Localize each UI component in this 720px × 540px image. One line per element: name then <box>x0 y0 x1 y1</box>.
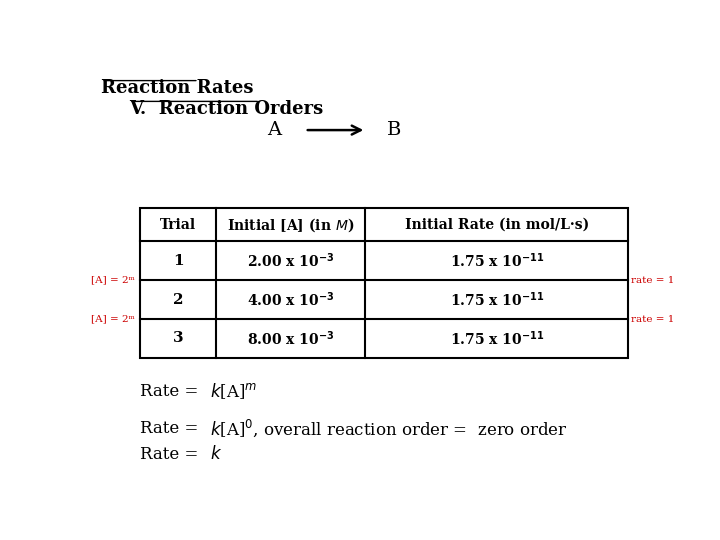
Text: Rate =: Rate = <box>140 383 204 400</box>
Text: Trial: Trial <box>160 218 196 232</box>
Text: 1.75 x 10$^{\mathbf{-11}}$: 1.75 x 10$^{\mathbf{-11}}$ <box>449 329 544 348</box>
Text: 1.75 x 10$^{\mathbf{-11}}$: 1.75 x 10$^{\mathbf{-11}}$ <box>449 291 544 309</box>
Text: Reaction Rates: Reaction Rates <box>101 79 253 97</box>
Text: Rate =: Rate = <box>140 446 204 463</box>
Text: Rate =: Rate = <box>140 420 204 437</box>
Text: $\it{k}$[A]$^{0}$, overall reaction order =  zero order: $\it{k}$[A]$^{0}$, overall reaction orde… <box>210 418 567 440</box>
Text: 2: 2 <box>173 293 184 307</box>
Text: rate = 1: rate = 1 <box>631 275 675 285</box>
Text: rate = 1: rate = 1 <box>631 314 675 323</box>
Text: Initial Rate (in mol/L·s): Initial Rate (in mol/L·s) <box>405 218 589 232</box>
Text: $\it{k}$: $\it{k}$ <box>210 446 222 463</box>
Text: Initial [A] (in $\it{M}$): Initial [A] (in $\it{M}$) <box>227 216 354 233</box>
Bar <box>140 208 629 358</box>
Text: V.  Reaction Orders: V. Reaction Orders <box>129 100 323 118</box>
Text: 1.75 x 10$^{\mathbf{-11}}$: 1.75 x 10$^{\mathbf{-11}}$ <box>449 251 544 270</box>
Text: A: A <box>267 121 282 139</box>
Text: 3: 3 <box>173 332 184 346</box>
Text: [A] = 2ᵐ: [A] = 2ᵐ <box>91 275 135 285</box>
Text: 4.00 x 10$^{\mathbf{-3}}$: 4.00 x 10$^{\mathbf{-3}}$ <box>247 291 334 309</box>
Text: 8.00 x 10$^{\mathbf{-3}}$: 8.00 x 10$^{\mathbf{-3}}$ <box>247 329 334 348</box>
Text: 2.00 x 10$^{\mathbf{-3}}$: 2.00 x 10$^{\mathbf{-3}}$ <box>247 251 334 270</box>
Text: $\it{k}$[A]$^{\it{m}}$: $\it{k}$[A]$^{\it{m}}$ <box>210 381 257 401</box>
Text: 1: 1 <box>173 254 184 268</box>
Text: B: B <box>387 121 401 139</box>
Text: [A] = 2ᵐ: [A] = 2ᵐ <box>91 314 135 323</box>
